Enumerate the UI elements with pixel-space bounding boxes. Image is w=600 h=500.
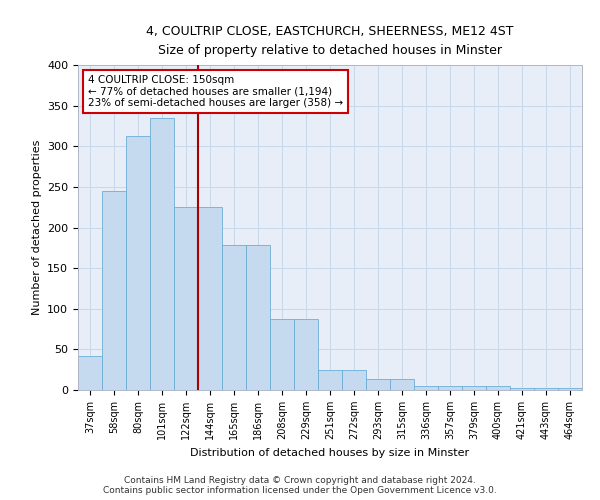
- Text: Contains HM Land Registry data © Crown copyright and database right 2024.
Contai: Contains HM Land Registry data © Crown c…: [103, 476, 497, 495]
- Bar: [78, 356, 102, 390]
- Bar: [462, 386, 486, 390]
- Bar: [174, 207, 198, 390]
- Title: 4, COULTRIP CLOSE, EASTCHURCH, SHEERNESS, ME12 4ST
Size of property relative to : 4, COULTRIP CLOSE, EASTCHURCH, SHEERNESS…: [146, 25, 514, 57]
- Bar: [246, 246, 270, 390]
- Bar: [438, 386, 462, 390]
- Bar: [126, 136, 150, 390]
- Bar: [510, 388, 534, 390]
- Bar: [150, 118, 174, 390]
- Bar: [270, 318, 294, 390]
- Bar: [102, 191, 126, 390]
- Bar: [318, 370, 342, 390]
- Bar: [198, 207, 222, 390]
- Y-axis label: Number of detached properties: Number of detached properties: [32, 140, 41, 315]
- Bar: [486, 386, 510, 390]
- Bar: [222, 246, 246, 390]
- X-axis label: Distribution of detached houses by size in Minster: Distribution of detached houses by size …: [190, 448, 470, 458]
- Bar: [414, 386, 438, 390]
- Bar: [294, 318, 318, 390]
- Text: 4 COULTRIP CLOSE: 150sqm
← 77% of detached houses are smaller (1,194)
23% of sem: 4 COULTRIP CLOSE: 150sqm ← 77% of detach…: [88, 74, 343, 108]
- Bar: [366, 378, 390, 390]
- Bar: [534, 388, 558, 390]
- Bar: [558, 388, 582, 390]
- Bar: [390, 378, 414, 390]
- Bar: [342, 370, 366, 390]
